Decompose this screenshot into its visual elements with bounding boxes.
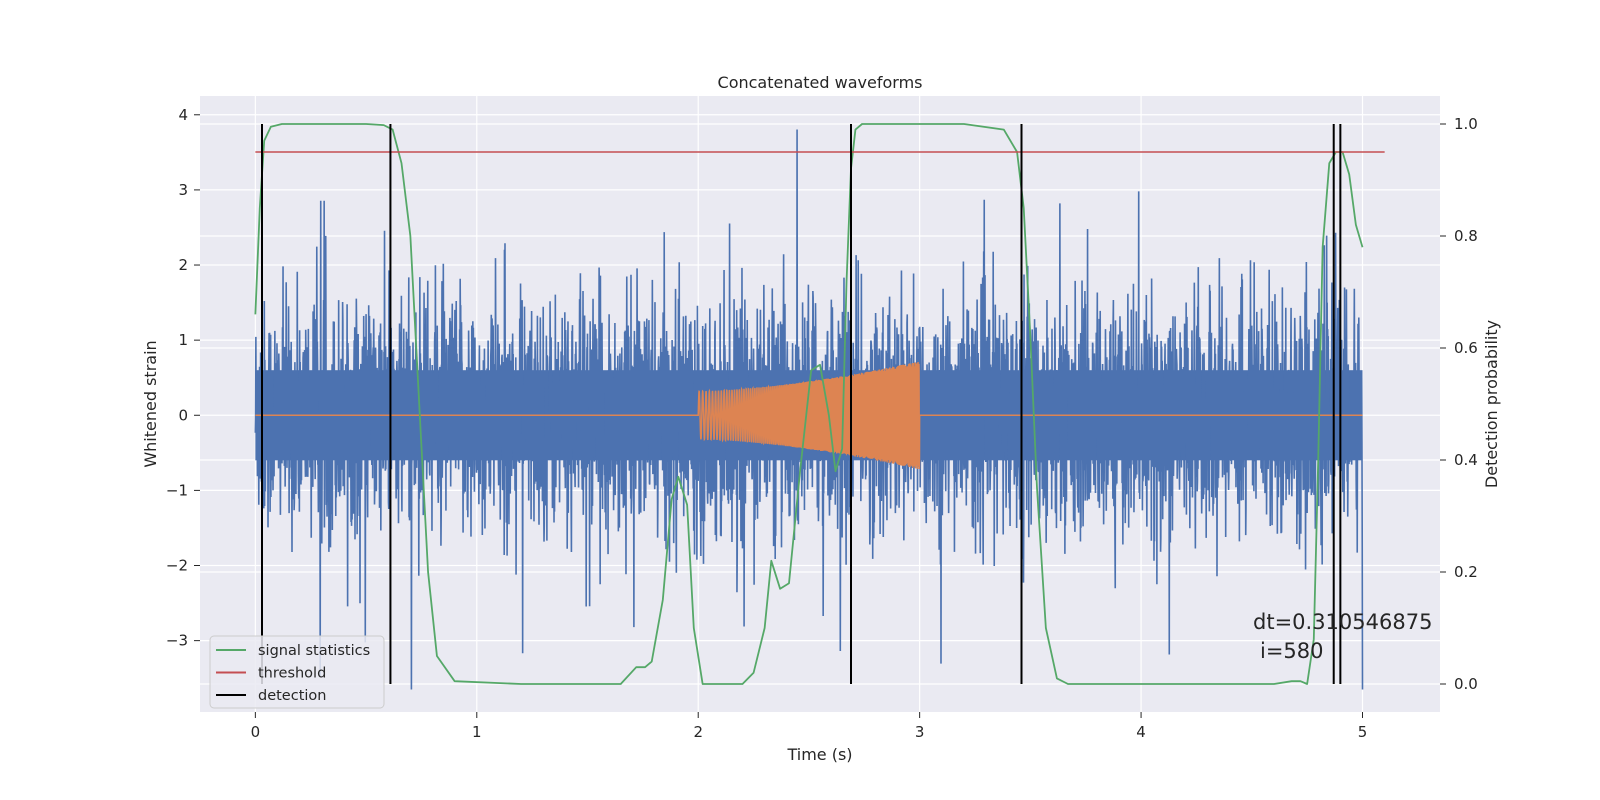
y2-tick-label: 0.2 [1454, 563, 1478, 581]
y2-axis-label: Detection probability [1482, 320, 1501, 488]
y-tick-label: −3 [166, 632, 188, 650]
y-tick-label: 3 [178, 181, 188, 199]
y-tick-label: 4 [178, 106, 188, 124]
x-tick-label: 4 [1136, 723, 1146, 741]
x-tick-label: 5 [1358, 723, 1368, 741]
signal-statistics-line [254, 123, 1364, 685]
annotation-dt: dt=0.310546875 [1253, 610, 1432, 634]
x-tick-label: 1 [472, 723, 482, 741]
noise-series [254, 129, 1364, 690]
chirp-series [255, 362, 1363, 470]
annotation-i: i=580 [1260, 639, 1324, 663]
axes: 0 1 2 3 4 5 −3 −2 −1 0 1 2 3 4 0.0 0.2 0.4 0.6 0.8 1.0 [166, 106, 1478, 741]
y2-tick-label: 0.8 [1454, 227, 1478, 245]
legend-box [209, 635, 385, 709]
y2-tick-label: 0.0 [1454, 675, 1478, 693]
legend-entry: threshold [258, 666, 326, 682]
x-tick-label: 0 [251, 723, 261, 741]
x-tick-label: 3 [915, 723, 925, 741]
y-tick-label: 0 [178, 406, 188, 424]
y-tick-label: 1 [178, 331, 188, 349]
legend: signal statistics threshold detection [209, 635, 385, 709]
plot-area [254, 123, 1385, 690]
y2-tick-label: 0.6 [1454, 339, 1478, 357]
legend-entry: signal statistics [258, 643, 370, 659]
x-tick-label: 2 [693, 723, 703, 741]
y-tick-label: −2 [166, 557, 188, 575]
x-axis-label: Time (s) [786, 745, 852, 764]
y-tick-label: 2 [178, 256, 188, 274]
y-axis-label: Whitened strain [141, 340, 160, 467]
y-tick-label: −1 [166, 481, 188, 499]
legend-entry: detection [258, 688, 326, 704]
y2-tick-label: 1.0 [1454, 115, 1478, 133]
chart-title: Concatenated waveforms [718, 73, 923, 92]
y2-tick-label: 0.4 [1454, 451, 1478, 469]
